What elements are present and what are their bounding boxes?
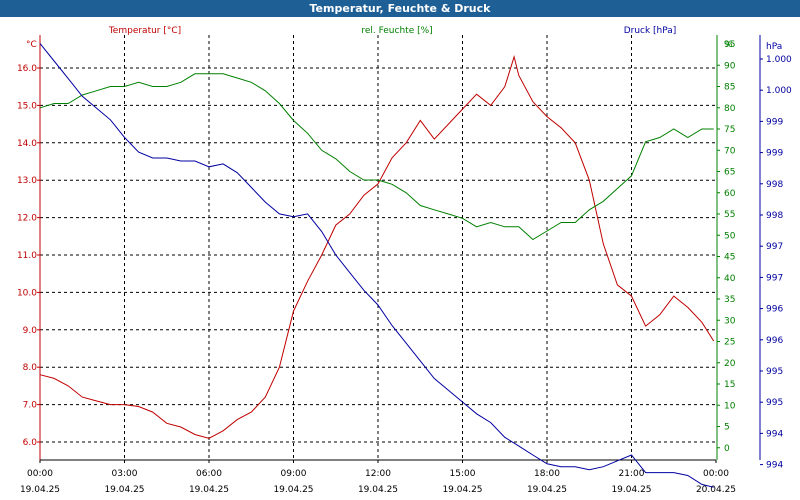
pressure-tick-label: 996 xyxy=(766,336,783,346)
temperature-unit-label: °C xyxy=(26,40,37,50)
pressure-tick-label: 997 xyxy=(766,273,783,283)
pressure-tick-label: 995 xyxy=(766,367,783,377)
humidity-tick-label: 45 xyxy=(724,253,735,263)
pressure-tick-label: 1.000 xyxy=(766,55,792,65)
date-tick-label: 19.04.25 xyxy=(20,485,60,495)
pressure-tick-label: 999 xyxy=(766,117,783,127)
time-tick-label: 21:00 xyxy=(619,469,645,479)
pressure-tick-label: 998 xyxy=(766,180,783,190)
humidity-tick-label: 25 xyxy=(724,338,735,348)
date-tick-label: 19.04.25 xyxy=(358,485,398,495)
humidity-tick-label: 75 xyxy=(724,125,735,135)
temperature-axis: °C 16.0 15.0 14.0 13.0 12.0 11.0 10.0 9.0 8.0 7.0 6… xyxy=(17,40,40,448)
temperature-tick-label: 9.0 xyxy=(23,326,38,336)
humidity-tick-label: 80 xyxy=(724,104,736,114)
series-lines xyxy=(39,43,715,488)
plot-frame xyxy=(39,35,761,461)
time-tick-label: 12:00 xyxy=(365,469,391,479)
humidity-tick-label: 20 xyxy=(724,359,736,369)
weather-line-chart: °C 16.0 15.0 14.0 13.0 12.0 11.0 10.0 9.0 8.0 7.0 6… xyxy=(17,26,792,495)
humidity-unit-label: % xyxy=(724,40,733,50)
time-axis: 00:00 19.04.25 03:00 19.04.25 06:00 19.04.25 0… xyxy=(20,460,736,495)
date-tick-label: 19.04.25 xyxy=(611,485,651,495)
humidity-tick-label: 15 xyxy=(724,380,735,390)
humidity-tick-label: 70 xyxy=(724,146,736,156)
humidity-tick-label: 0 xyxy=(724,444,730,454)
time-tick-label: 15:00 xyxy=(450,469,476,479)
humidity-tick-label: 55 xyxy=(724,210,735,220)
date-tick-label: 19.04.25 xyxy=(189,485,229,495)
humidity-tick-label: 85 xyxy=(724,83,735,93)
pressure-axis: hPa 1.000 1.000 999 999 998 998 997 997 996 996 995… xyxy=(760,42,792,471)
pressure-tick-label: 1.000 xyxy=(766,86,792,96)
date-tick-label: 19.04.25 xyxy=(442,485,482,495)
humidity-tick-label: 50 xyxy=(724,231,736,241)
pressure-tick-label: 994 xyxy=(766,429,783,439)
humidity-tick-label: 60 xyxy=(724,189,736,199)
pressure-tick-label: 999 xyxy=(766,149,783,159)
time-tick-label: 18:00 xyxy=(534,469,560,479)
temperature-tick-label: 12.0 xyxy=(17,214,37,224)
pressure-tick-label: 996 xyxy=(766,305,783,315)
legend-entry: rel. Feuchte [%] xyxy=(361,26,432,36)
pressure-tick-label: 997 xyxy=(766,242,783,252)
time-tick-label: 00:00 xyxy=(27,469,53,479)
humidity-tick-label: 95 xyxy=(724,40,735,50)
humidity-tick-label: 65 xyxy=(724,168,735,178)
date-tick-label: 19.04.25 xyxy=(104,485,144,495)
temperature-tick-label: 15.0 xyxy=(17,101,37,111)
time-tick-label: 06:00 xyxy=(196,469,222,479)
pressure-tick-label: 995 xyxy=(766,398,783,408)
humidity-tick-label: 90 xyxy=(724,61,736,71)
temperature-tick-label: 13.0 xyxy=(17,176,37,186)
temperature-tick-label: 8.0 xyxy=(23,363,38,373)
date-tick-label: 19.04.25 xyxy=(273,485,313,495)
temperature-tick-label: 7.0 xyxy=(23,401,38,411)
humidity-tick-label: 10 xyxy=(724,401,736,411)
humidity-tick-label: 35 xyxy=(724,295,735,305)
date-tick-label: 19.04.25 xyxy=(527,485,567,495)
date-tick-label: 20.04.25 xyxy=(696,485,736,495)
pressure-tick-label: 994 xyxy=(766,461,783,471)
pressure-unit-label: hPa xyxy=(766,42,782,52)
time-tick-label: 00:00 xyxy=(703,469,729,479)
temperature-tick-label: 6.0 xyxy=(23,438,38,448)
temperature-tick-label: 11.0 xyxy=(17,251,37,261)
time-tick-label: 09:00 xyxy=(281,469,307,479)
series-line-pressure xyxy=(39,43,714,488)
temperature-tick-label: 14.0 xyxy=(17,139,37,149)
series-line-temperature xyxy=(39,54,715,439)
temperature-tick-label: 10.0 xyxy=(17,288,37,298)
legend-entry: Druck [hPa] xyxy=(624,26,677,36)
chart-title: Temperatur, Feuchte & Druck xyxy=(0,0,800,17)
humidity-tick-label: 30 xyxy=(724,316,736,326)
grid-lines xyxy=(40,35,716,460)
legend-entry: Temperatur [°C] xyxy=(108,26,181,36)
humidity-tick-label: 40 xyxy=(724,274,736,284)
humidity-tick-label: 5 xyxy=(724,423,730,433)
time-tick-label: 03:00 xyxy=(112,469,138,479)
pressure-tick-label: 998 xyxy=(766,211,783,221)
temperature-tick-label: 16.0 xyxy=(17,64,37,74)
series-line-humidity xyxy=(39,73,714,241)
legend: Temperatur [°C] rel. Feuchte [%] Druck [hP… xyxy=(108,26,676,36)
